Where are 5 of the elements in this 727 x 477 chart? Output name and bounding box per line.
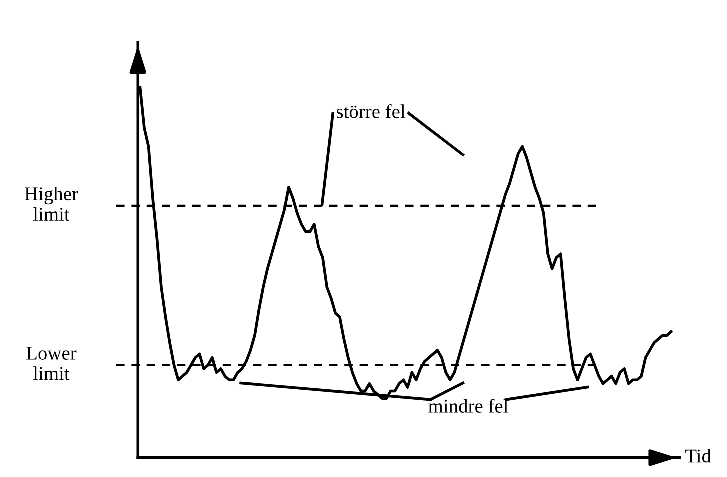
ref-line-label: Lower limit bbox=[26, 347, 77, 380]
x-axis-title: Tid bbox=[686, 449, 712, 463]
annotation: mindre fel bbox=[428, 399, 508, 413]
ref-line-label: Higher limit bbox=[25, 186, 78, 222]
annotation: större fel bbox=[337, 104, 406, 118]
